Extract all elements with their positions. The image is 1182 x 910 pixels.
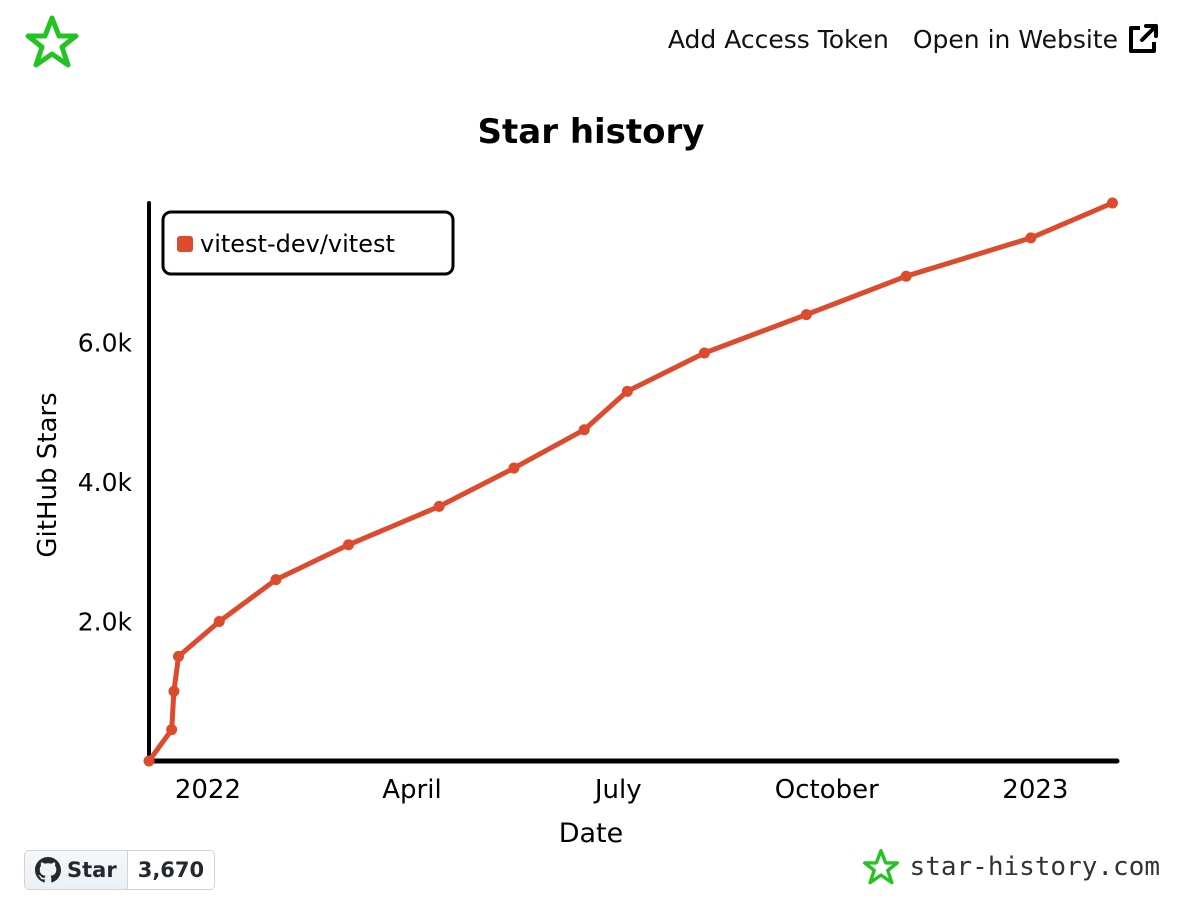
x-tick-label: October — [775, 775, 879, 805]
legend-box — [161, 210, 455, 276]
brand-link[interactable]: star-history.com — [862, 848, 1160, 886]
series-layer — [143, 197, 1118, 767]
data-point — [900, 270, 912, 282]
github-star-label: Star — [67, 858, 117, 882]
data-point — [1025, 232, 1037, 244]
data-point — [342, 539, 354, 551]
chart-title: Star history — [478, 112, 705, 152]
data-point — [172, 650, 184, 662]
y-tick-label: 2.0k — [78, 608, 133, 637]
data-point — [168, 685, 180, 697]
star-history-brand-icon — [862, 849, 899, 885]
legend-swatch — [177, 236, 193, 252]
open-in-website-label: Open in Website — [912, 24, 1118, 54]
y-axis-label: GitHub Stars — [33, 392, 63, 557]
top-nav: Add Access Token Open in Website — [668, 22, 1160, 56]
x-axis-label: Date — [559, 818, 624, 849]
add-access-token-label: Add Access Token — [667, 24, 889, 54]
open-in-website-link[interactable]: Open in Website — [913, 22, 1160, 56]
github-star-widget: Star 3,670 — [24, 850, 216, 890]
data-point — [698, 347, 710, 359]
data-point — [433, 500, 445, 512]
data-point — [508, 462, 520, 474]
data-point — [800, 309, 812, 321]
axis-ticks: 2022 April July October 2023 2.0k 4.0k 6.0k — [78, 329, 1069, 806]
data-point — [143, 755, 155, 767]
data-point — [213, 616, 225, 627]
y-tick-label: 4.0k — [78, 468, 133, 497]
external-link-icon — [1129, 24, 1158, 53]
x-tick-label: 2023 — [1002, 775, 1068, 805]
star-history-logo-icon[interactable] — [24, 14, 80, 70]
data-point — [621, 385, 633, 397]
data-point — [270, 574, 282, 586]
github-star-count[interactable]: 3,670 — [127, 851, 215, 889]
add-access-token-link[interactable]: Add Access Token — [668, 25, 889, 54]
data-point — [1106, 197, 1118, 209]
data-point — [578, 424, 590, 436]
x-tick-label: April — [382, 775, 441, 805]
x-tick-label: 2022 — [175, 775, 241, 805]
github-icon — [35, 857, 61, 883]
series-line — [146, 200, 1115, 764]
github-star-button[interactable]: Star — [25, 851, 128, 889]
data-point — [166, 724, 178, 736]
x-tick-label: July — [593, 775, 642, 805]
legend: vitest-dev/vitest — [161, 210, 455, 276]
legend-label: vitest-dev/vitest — [200, 230, 395, 258]
y-tick-label: 6.0k — [78, 329, 133, 358]
brand-text: star-history.com — [909, 852, 1160, 882]
